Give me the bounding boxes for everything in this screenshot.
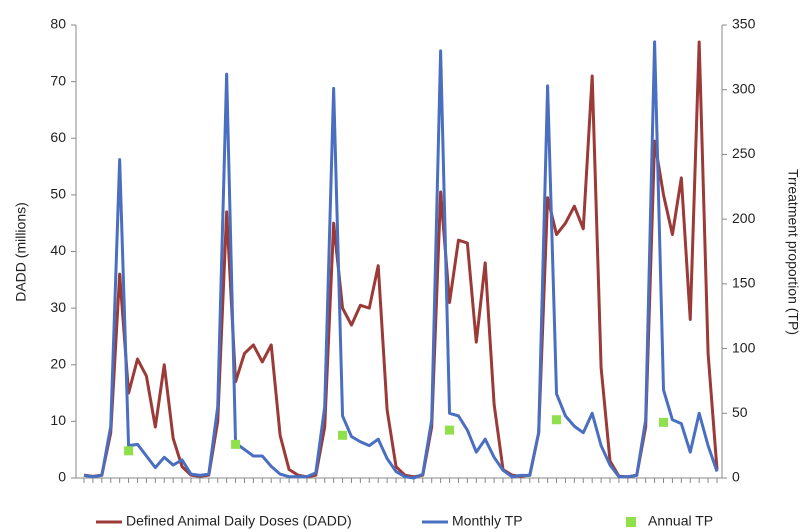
annual-marker <box>124 446 134 456</box>
y2-tick-label: 350 <box>732 16 756 32</box>
y2-tick-label: 200 <box>732 210 756 226</box>
y2-tick-label: 50 <box>732 404 748 420</box>
y-tick-label: 40 <box>50 242 66 258</box>
legend-label: Defined Animal Daily Doses (DADD) <box>126 513 352 529</box>
y-tick-label: 70 <box>50 72 66 88</box>
y-tick-label: 30 <box>50 299 66 315</box>
y-tick-label: 50 <box>50 186 66 202</box>
y2-tick-label: 150 <box>732 275 756 291</box>
y-tick-label: 10 <box>50 412 66 428</box>
legend-label: Annual TP <box>648 513 713 529</box>
annual-marker <box>445 425 455 435</box>
y2-tick-label: 300 <box>732 80 756 96</box>
y-tick-label: 20 <box>50 355 66 371</box>
annual-marker <box>338 430 348 440</box>
y2-tick-label: 250 <box>732 145 756 161</box>
y-tick-label: 80 <box>50 16 66 32</box>
y-tick-label: 60 <box>50 129 66 145</box>
y-tick-label: 0 <box>58 469 66 485</box>
legend-swatch <box>626 517 636 527</box>
legend-label: Monthly TP <box>452 513 523 529</box>
annual-marker <box>552 415 562 425</box>
y-axis-label: DADD (millions) <box>13 202 29 302</box>
y2-axis-label: Trreatment proportion (TP) <box>785 169 801 335</box>
y2-tick-label: 0 <box>732 469 740 485</box>
annual-marker <box>659 417 669 427</box>
y2-tick-label: 100 <box>732 339 756 355</box>
series-line <box>83 40 719 480</box>
series-line <box>83 40 719 479</box>
annual-marker <box>231 439 241 449</box>
